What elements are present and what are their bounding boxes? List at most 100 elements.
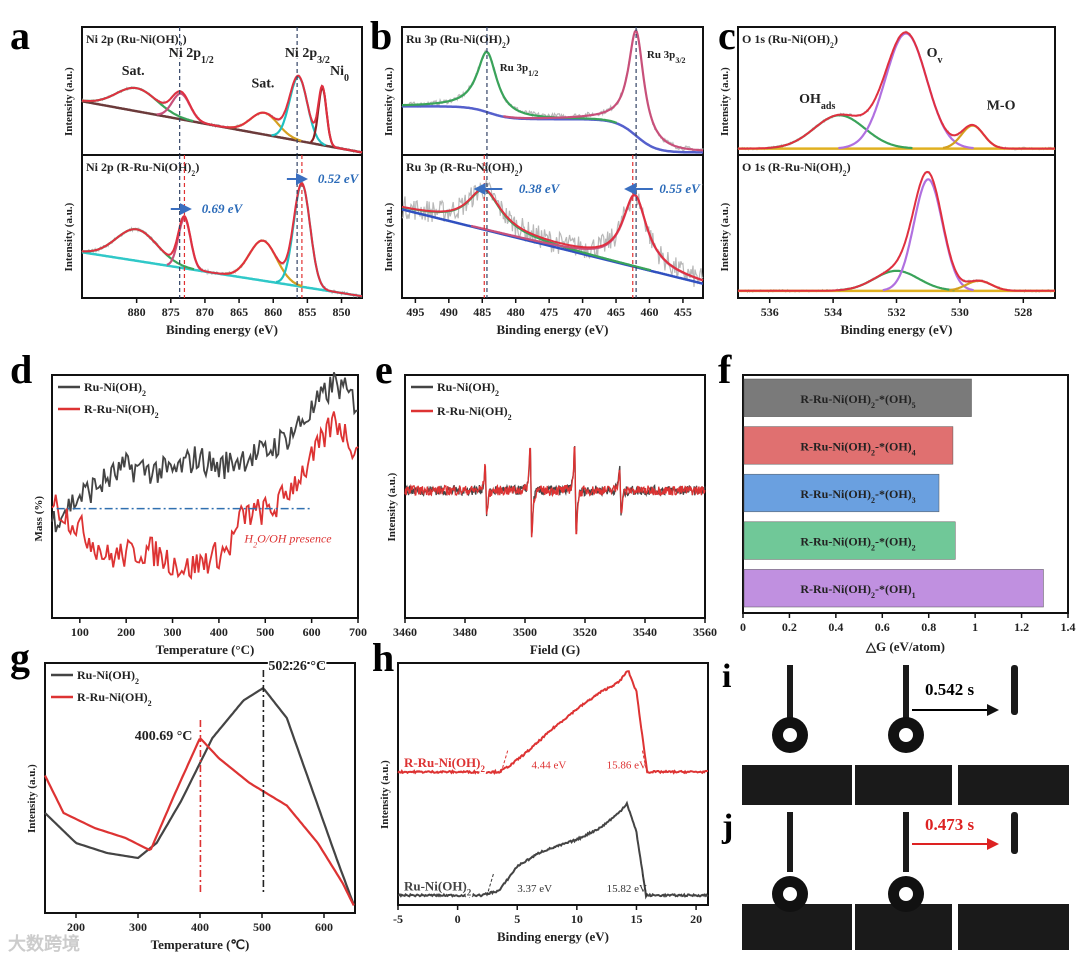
panel-label-b: b [370, 13, 393, 58]
x-tick-label-f: 0.6 [875, 620, 890, 634]
plot-frame-b_bot [401, 154, 704, 299]
panel-label-e: e [375, 347, 393, 392]
x-tick-label-g: 300 [129, 920, 147, 934]
panel-title-a_bot: Ni 2p (R-Ru-Ni(OH)2) [86, 160, 199, 178]
x-tick-label-b_bot: 490 [440, 305, 458, 319]
x-tick-label-e: 3460 [393, 625, 417, 639]
plot-frame-e [404, 374, 706, 619]
shift-label-a_bot: 0.52 eV [318, 171, 360, 186]
series-label-h-0: R-Ru-Ni(OH)2 [404, 755, 486, 774]
x-tick-label-a_bot: 855 [298, 305, 316, 319]
peak-label-c_top: Ov [927, 46, 943, 66]
panel-title-a_top: Ni 2p (Ru-Ni(OH)2) [86, 32, 187, 50]
y-axis-label-b_top: Intensity (a.u.) [383, 67, 395, 136]
raw-data-c_top [737, 30, 1056, 151]
y-axis-label-h: Intensity (a.u.) [379, 760, 391, 829]
bar-label-5: R-Ru-Ni(OH)2-*(OH)5 [800, 392, 915, 410]
x-tick-label-a_bot: 865 [230, 305, 248, 319]
x-tick-label-a_bot: 880 [128, 305, 146, 319]
x-tick-label-f: 1 [972, 620, 978, 634]
shift-label-b_bot: 0.55 eV [659, 181, 701, 196]
panel-title-c_bot: O 1s (R-Ru-Ni(OH)2) [742, 160, 851, 178]
x-tick-label-h: 10 [571, 912, 583, 926]
y-axis-label-a_bot: Intensity (a.u.) [63, 202, 75, 271]
x-tick-label-d: 100 [71, 625, 89, 639]
x-tick-label-f: 0.8 [921, 620, 936, 634]
plot-frame-h [397, 662, 709, 906]
droplet-highlight-j-0 [783, 887, 797, 901]
panel-label-g: g [10, 635, 30, 680]
y-axis-label-c_bot: Intensity (a.u.) [719, 202, 731, 271]
x-axis-label-e: Field (G) [530, 642, 580, 657]
peak-label-a_top: Ni0 [330, 64, 349, 84]
fit-envelope-c_bot [738, 170, 1055, 292]
needle-i-1 [903, 665, 909, 725]
bar-label-3: R-Ru-Ni(OH)2-*(OH)3 [800, 487, 915, 505]
bar-3 [743, 473, 940, 513]
baseline-b_top [402, 105, 703, 154]
legend-label-d: R-Ru-Ni(OH)2 [84, 402, 159, 420]
x-axis-label-d: Temperature (°C) [156, 642, 255, 657]
x-tick-label-b_bot: 485 [473, 305, 491, 319]
x-tick-label-e: 3560 [693, 625, 717, 639]
panel-label-h: h [372, 635, 395, 680]
y-axis-label-a_top: Intensity (a.u.) [63, 67, 75, 136]
substrate-j-2 [958, 904, 1069, 950]
panel-label-f: f [718, 347, 732, 392]
edge-tangent-1 [641, 750, 648, 775]
legend-label-d: Ru-Ni(OH)2 [84, 380, 146, 398]
x-tick-label-h: 0 [455, 912, 461, 926]
fit-envelope-c_top [738, 31, 1055, 150]
bar-label-1: R-Ru-Ni(OH)2-*(OH)1 [800, 582, 915, 600]
panel-title-b_bot: Ru 3p (R-Ru-Ni(OH)2) [406, 160, 523, 178]
droplet-highlight-i-1 [899, 728, 913, 742]
x-tick-label-a_bot: 860 [264, 305, 282, 319]
baseline-b_bot [401, 208, 704, 285]
y-axis-label-c_top: Intensity (a.u.) [719, 67, 731, 136]
fit-envelope-a_top [81, 74, 363, 154]
watermark: 大数跨境 [8, 934, 80, 955]
edge-tangent-2 [485, 873, 494, 899]
x-tick-label-f: 0 [740, 620, 746, 634]
series-line-h-1 [397, 800, 709, 900]
peak-label-b_top: Ru 3p1/2 [500, 62, 539, 78]
fit-component-b_top-0 [401, 50, 618, 124]
peak-label-c_top: M-O [987, 98, 1016, 113]
fit-envelope-a_bot [81, 182, 363, 298]
x-tick-label-g: 600 [315, 920, 333, 934]
x-tick-label-a_bot: 870 [196, 305, 214, 319]
x-tick-label-b_bot: 465 [607, 305, 625, 319]
peak-label-c_top: OHads [799, 92, 835, 112]
bar-2 [743, 521, 956, 560]
x-axis-label-h: Binding energy (eV) [497, 929, 609, 944]
droplet-panel-j: 0.473 s [742, 812, 1069, 950]
series-label-h-1: Ru-Ni(OH)2 [404, 878, 472, 897]
edge-label-3: 15.82 eV [607, 883, 647, 895]
x-tick-label-b_bot: 495 [406, 305, 424, 319]
panel-title-c_top: O 1s (Ru-Ni(OH)2) [742, 32, 838, 50]
x-tick-label-f: 0.2 [782, 620, 797, 634]
y-axis-label-e: Intensity (a.u.) [386, 472, 398, 541]
x-tick-label-f: 1.4 [1061, 620, 1076, 634]
x-tick-label-h: -5 [393, 912, 403, 926]
edge-label-2: 3.37 eV [517, 883, 552, 895]
x-tick-label-b_bot: 470 [574, 305, 592, 319]
annotation-h2o-oh: H2O/OH presence [243, 532, 332, 550]
x-tick-label-b_bot: 475 [540, 305, 558, 319]
series-line-g-1 [44, 738, 355, 907]
x-tick-label-b_bot: 460 [640, 305, 658, 319]
series-line-g-0 [44, 687, 355, 906]
x-tick-label-c_bot: 534 [824, 305, 842, 319]
plot-frame-f [742, 374, 1069, 614]
substrate-i-1 [855, 765, 952, 805]
needle-detached-i [1011, 665, 1018, 715]
fit-component-b_bot-0 [401, 188, 652, 272]
x-tick-label-d: 300 [164, 625, 182, 639]
edge-label-0: 4.44 eV [532, 760, 567, 772]
x-tick-label-c_bot: 528 [1014, 305, 1032, 319]
y-axis-label-b_bot: Intensity (a.u.) [383, 202, 395, 271]
series-line-h-0 [397, 670, 709, 775]
series-line-e-1 [404, 446, 706, 538]
raw-data-c_bot [737, 171, 1056, 293]
